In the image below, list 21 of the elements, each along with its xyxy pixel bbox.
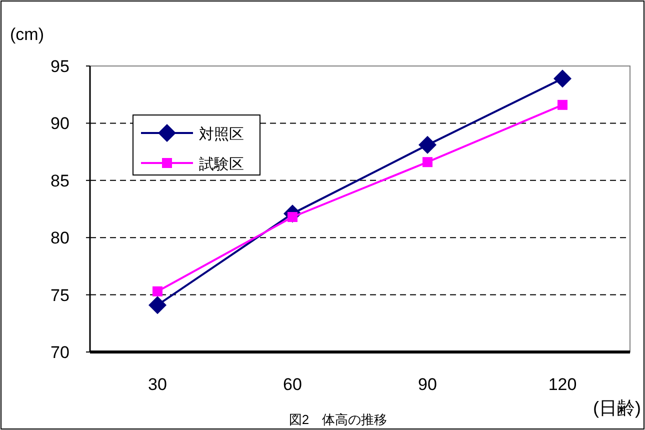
point bbox=[152, 286, 162, 296]
y-tick-label: 75 bbox=[50, 286, 70, 305]
y-tick-label: 80 bbox=[50, 228, 70, 248]
point bbox=[422, 157, 432, 168]
x-tick-label: 90 bbox=[418, 375, 437, 394]
y-tick-label: 70 bbox=[50, 343, 70, 362]
point bbox=[554, 70, 572, 88]
text: 図2 体高の推移 bbox=[288, 412, 388, 427]
y-tick-label: 85 bbox=[50, 171, 70, 190]
x-axis-title: (日齢) bbox=[593, 398, 641, 418]
legend-label: 試験区 bbox=[199, 156, 244, 173]
point bbox=[558, 100, 568, 110]
y-axis-title: (cm) bbox=[10, 25, 44, 44]
point bbox=[418, 136, 436, 154]
point bbox=[148, 296, 166, 314]
x-tick-label: 60 bbox=[283, 375, 302, 394]
y-tick-label: 95 bbox=[50, 57, 70, 76]
x-tick-label: 120 bbox=[548, 375, 577, 394]
legend-label: 対照区 bbox=[199, 126, 244, 143]
x-tick-label: 30 bbox=[148, 375, 167, 394]
y-tick-label: 90 bbox=[50, 114, 70, 134]
